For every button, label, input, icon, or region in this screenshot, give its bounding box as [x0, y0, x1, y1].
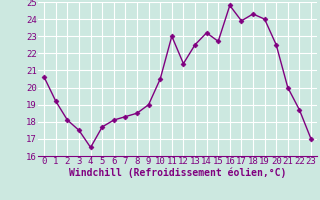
- X-axis label: Windchill (Refroidissement éolien,°C): Windchill (Refroidissement éolien,°C): [69, 168, 286, 178]
